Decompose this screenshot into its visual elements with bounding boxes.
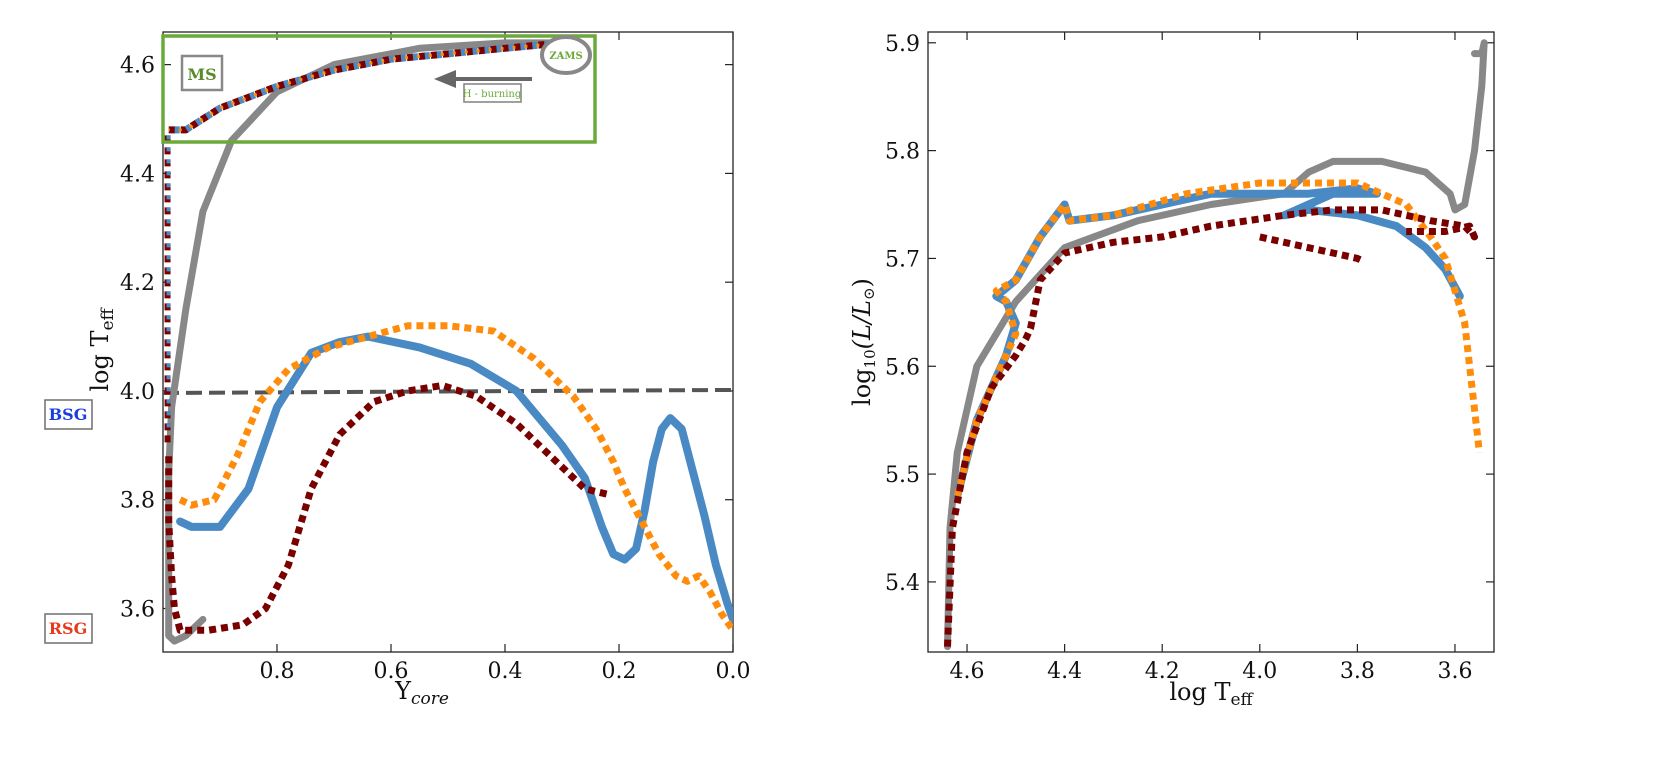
right-panel: 4.6 4.4 4.2 4.0 3.8 3.6 5.4 5.5 5.6 5.7 5.8 5.9 log… <box>848 31 1495 710</box>
right-plot-frame <box>927 31 1495 653</box>
zams-label: ZAMS <box>549 51 582 62</box>
right-series-gray <box>944 39 1488 651</box>
right-series-darkred-branch <box>1259 233 1364 264</box>
bsg-rsg-divider-line <box>163 387 733 395</box>
left-x-axis-label: Ycore <box>394 677 449 709</box>
right-x-axis-label: log Teff <box>1169 678 1254 710</box>
h-burning-label: H - burning <box>463 89 522 100</box>
left-series-orange <box>178 322 733 633</box>
left-series-gray <box>165 39 566 645</box>
right-series-blue <box>953 184 1464 500</box>
left-series-ms-track-blue <box>168 39 563 134</box>
left-y-tick-label: 3.8 <box>120 489 155 514</box>
left-plot-frame <box>162 31 734 653</box>
right-x-tick-label: 3.8 <box>1340 659 1375 684</box>
right-y-tick-label: 5.7 <box>885 247 920 272</box>
bsg-label-box <box>44 399 93 430</box>
left-x-tick-label: 0.4 <box>488 659 523 684</box>
right-y-tick-label: 5.8 <box>885 140 920 165</box>
right-ticks: 4.6 4.4 4.2 4.0 3.8 3.6 5.4 5.5 5.6 5.7 5.8 5.9 <box>885 32 1494 684</box>
left-panel: 0.8 0.6 0.4 0.2 0.0 3.6 3.8 4.0 4.2 4.4 4.6 MS ZAM… <box>44 31 751 709</box>
right-y-tick-label: 5.6 <box>885 355 920 380</box>
left-y-tick-label: 4.4 <box>120 162 155 187</box>
left-y-axis-label: log Teff <box>86 306 118 391</box>
right-y-tick-label: 5.5 <box>885 463 920 488</box>
right-y-tick-label: 5.4 <box>885 571 920 596</box>
rsg-label-box <box>44 613 93 644</box>
left-y-tick-label: 4.0 <box>120 380 155 405</box>
ms-label-box <box>180 54 224 92</box>
h-burning-label-box <box>463 83 522 103</box>
right-x-tick-label: 4.4 <box>1047 659 1082 684</box>
right-x-tick-label: 4.0 <box>1242 659 1277 684</box>
right-y-axis-label: log10(L/L⊙) <box>848 278 879 406</box>
right-x-tick-label: 4.2 <box>1145 659 1180 684</box>
right-y-tick-label: 5.9 <box>885 32 920 57</box>
zams-circle <box>540 35 592 75</box>
left-y-tick-label: 3.6 <box>120 597 155 622</box>
left-x-tick-label: 0.2 <box>602 659 637 684</box>
left-x-tick-label: 0.8 <box>260 659 295 684</box>
right-series-orange <box>953 179 1483 497</box>
rsg-label: RSG <box>49 619 88 638</box>
ms-region-box <box>161 34 597 144</box>
left-x-tick-label: 0.6 <box>374 659 409 684</box>
left-y-tick-label: 4.2 <box>120 271 155 296</box>
left-y-tick-label: 4.6 <box>120 54 155 79</box>
left-series-blue <box>176 332 733 624</box>
right-x-tick-label: 3.6 <box>1437 659 1472 684</box>
right-x-tick-label: 4.6 <box>950 659 985 684</box>
right-series <box>944 39 1488 651</box>
left-ticks: 0.8 0.6 0.4 0.2 0.0 3.6 3.8 4.0 4.2 4.4 4.6 <box>120 32 751 684</box>
left-series <box>163 39 733 645</box>
right-series-darkred <box>944 206 1478 647</box>
ms-label: MS <box>187 65 216 84</box>
h-burning-arrow-head <box>434 70 456 88</box>
left-x-tick-label: 0.0 <box>716 659 751 684</box>
bsg-label: BSG <box>49 405 88 424</box>
